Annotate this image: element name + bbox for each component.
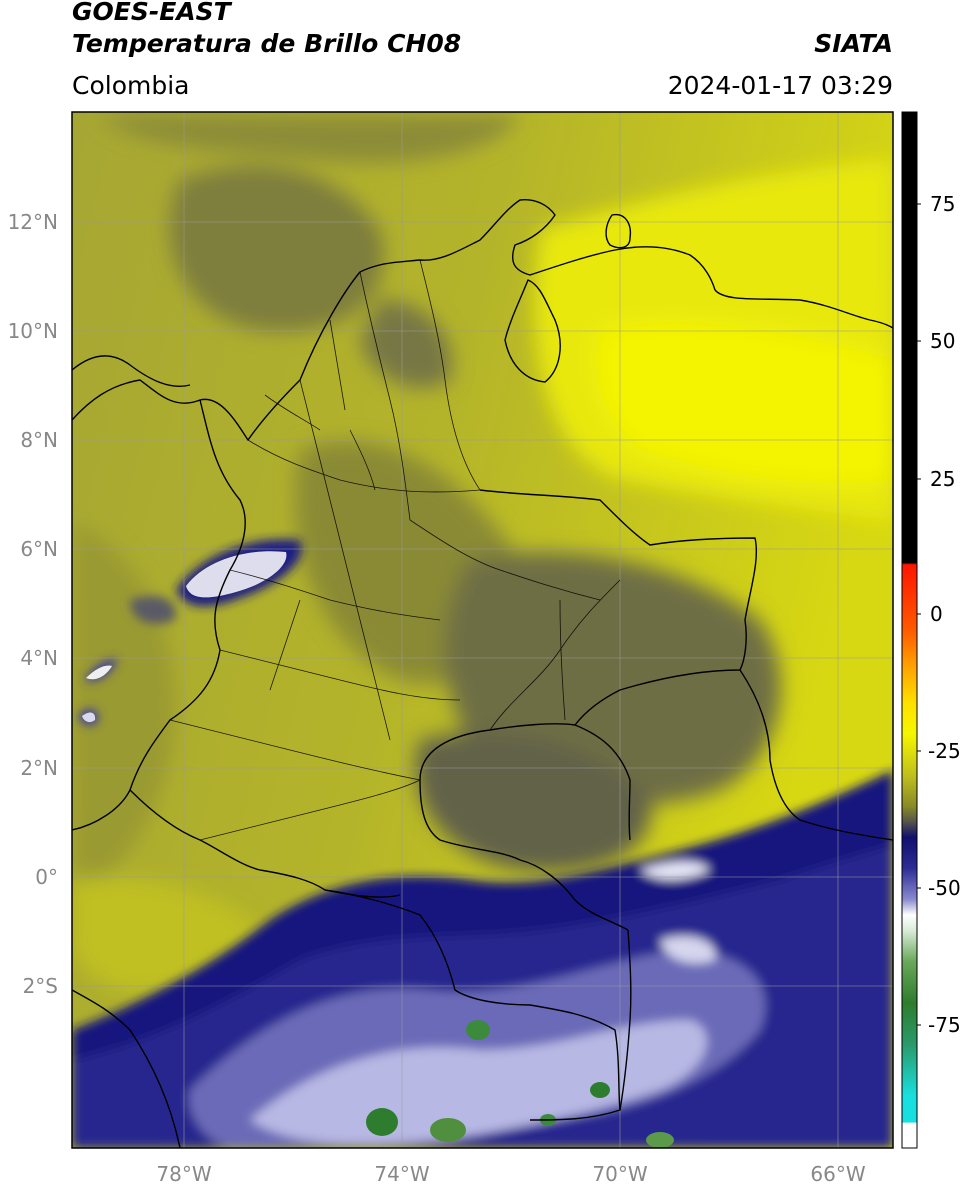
department-boundaries	[169, 259, 621, 841]
colorbar-tick-label: 50	[930, 329, 955, 353]
organization-label: SIATA	[814, 29, 893, 58]
lon-tick-label: 74°W	[374, 1162, 429, 1186]
lat-tick-label: 10°N	[8, 319, 58, 343]
datetime-label: 2024-01-17 03:29	[667, 71, 893, 100]
region-label: Colombia	[72, 71, 190, 100]
satellite-imagery	[72, 112, 893, 1148]
lat-tick-label: 2°S	[23, 974, 58, 998]
colorbar-tick-label: 75	[930, 192, 955, 216]
colorbar-tick-label: 0	[930, 602, 943, 626]
colorbar-tick-label: -75	[928, 1013, 961, 1037]
lon-tick-label: 70°W	[592, 1162, 647, 1186]
map-frame	[71, 111, 894, 1149]
product-title: Temperatura de Brillo CH08	[72, 29, 462, 58]
satellite-title: GOES-EAST	[72, 0, 231, 26]
lat-tick-label: 8°N	[20, 428, 58, 452]
lat-tick-label: 0°	[35, 865, 58, 889]
lat-tick-label: 4°N	[20, 646, 58, 670]
colorbar-tick-label: -25	[928, 739, 961, 763]
lon-tick-label: 66°W	[810, 1162, 865, 1186]
lat-tick-label: 2°N	[20, 756, 58, 780]
lon-tick-labels: 78°W 74°W 70°W 66°W	[156, 1162, 865, 1186]
lon-tick-label: 78°W	[156, 1162, 211, 1186]
colorbar-tick-label: 25	[930, 467, 955, 491]
colorbar: 75 50 25 0 -25 -50 -75	[901, 111, 961, 1149]
lat-tick-labels: 12°N 10°N 8°N 6°N 4°N 2°N 0° 2°S	[8, 210, 58, 998]
colorbar-scale	[901, 111, 918, 1149]
coastlines-borders	[72, 198, 893, 1148]
lat-tick-label: 12°N	[8, 210, 58, 234]
cold-cloud-cores	[366, 1020, 674, 1148]
lat-tick-label: 6°N	[20, 537, 58, 561]
colorbar-tick-label: -50	[928, 876, 961, 900]
